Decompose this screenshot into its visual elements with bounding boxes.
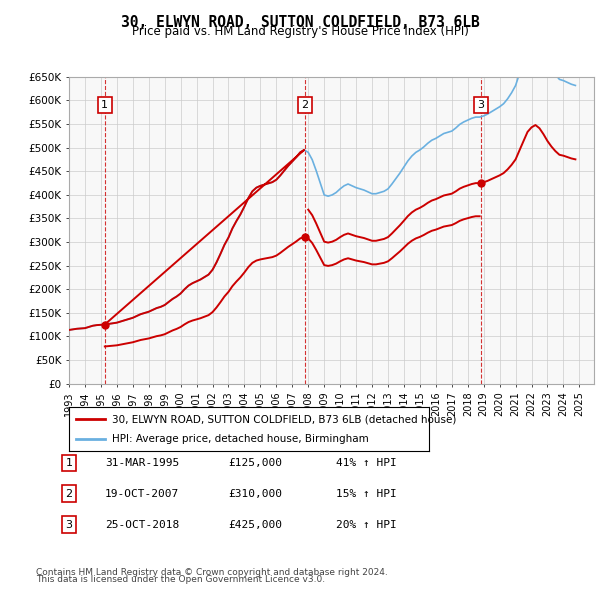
Text: 1: 1 — [65, 458, 73, 468]
Text: HPI: Average price, detached house, Birmingham: HPI: Average price, detached house, Birm… — [112, 434, 369, 444]
Text: 2: 2 — [301, 100, 308, 110]
Text: £125,000: £125,000 — [228, 458, 282, 468]
Text: 30, ELWYN ROAD, SUTTON COLDFIELD, B73 6LB (detached house): 30, ELWYN ROAD, SUTTON COLDFIELD, B73 6L… — [112, 415, 457, 424]
Text: 25-OCT-2018: 25-OCT-2018 — [105, 520, 179, 529]
Text: 41% ↑ HPI: 41% ↑ HPI — [336, 458, 397, 468]
Text: £310,000: £310,000 — [228, 489, 282, 499]
Text: £425,000: £425,000 — [228, 520, 282, 529]
Text: 3: 3 — [65, 520, 73, 529]
Text: 19-OCT-2007: 19-OCT-2007 — [105, 489, 179, 499]
Text: 15% ↑ HPI: 15% ↑ HPI — [336, 489, 397, 499]
Text: 31-MAR-1995: 31-MAR-1995 — [105, 458, 179, 468]
Text: 20% ↑ HPI: 20% ↑ HPI — [336, 520, 397, 529]
Text: Price paid vs. HM Land Registry's House Price Index (HPI): Price paid vs. HM Land Registry's House … — [131, 25, 469, 38]
Text: This data is licensed under the Open Government Licence v3.0.: This data is licensed under the Open Gov… — [36, 575, 325, 584]
Text: 2: 2 — [65, 489, 73, 499]
Text: 3: 3 — [477, 100, 484, 110]
Text: Contains HM Land Registry data © Crown copyright and database right 2024.: Contains HM Land Registry data © Crown c… — [36, 568, 388, 577]
Text: 30, ELWYN ROAD, SUTTON COLDFIELD, B73 6LB: 30, ELWYN ROAD, SUTTON COLDFIELD, B73 6L… — [121, 15, 479, 30]
Text: 1: 1 — [101, 100, 108, 110]
